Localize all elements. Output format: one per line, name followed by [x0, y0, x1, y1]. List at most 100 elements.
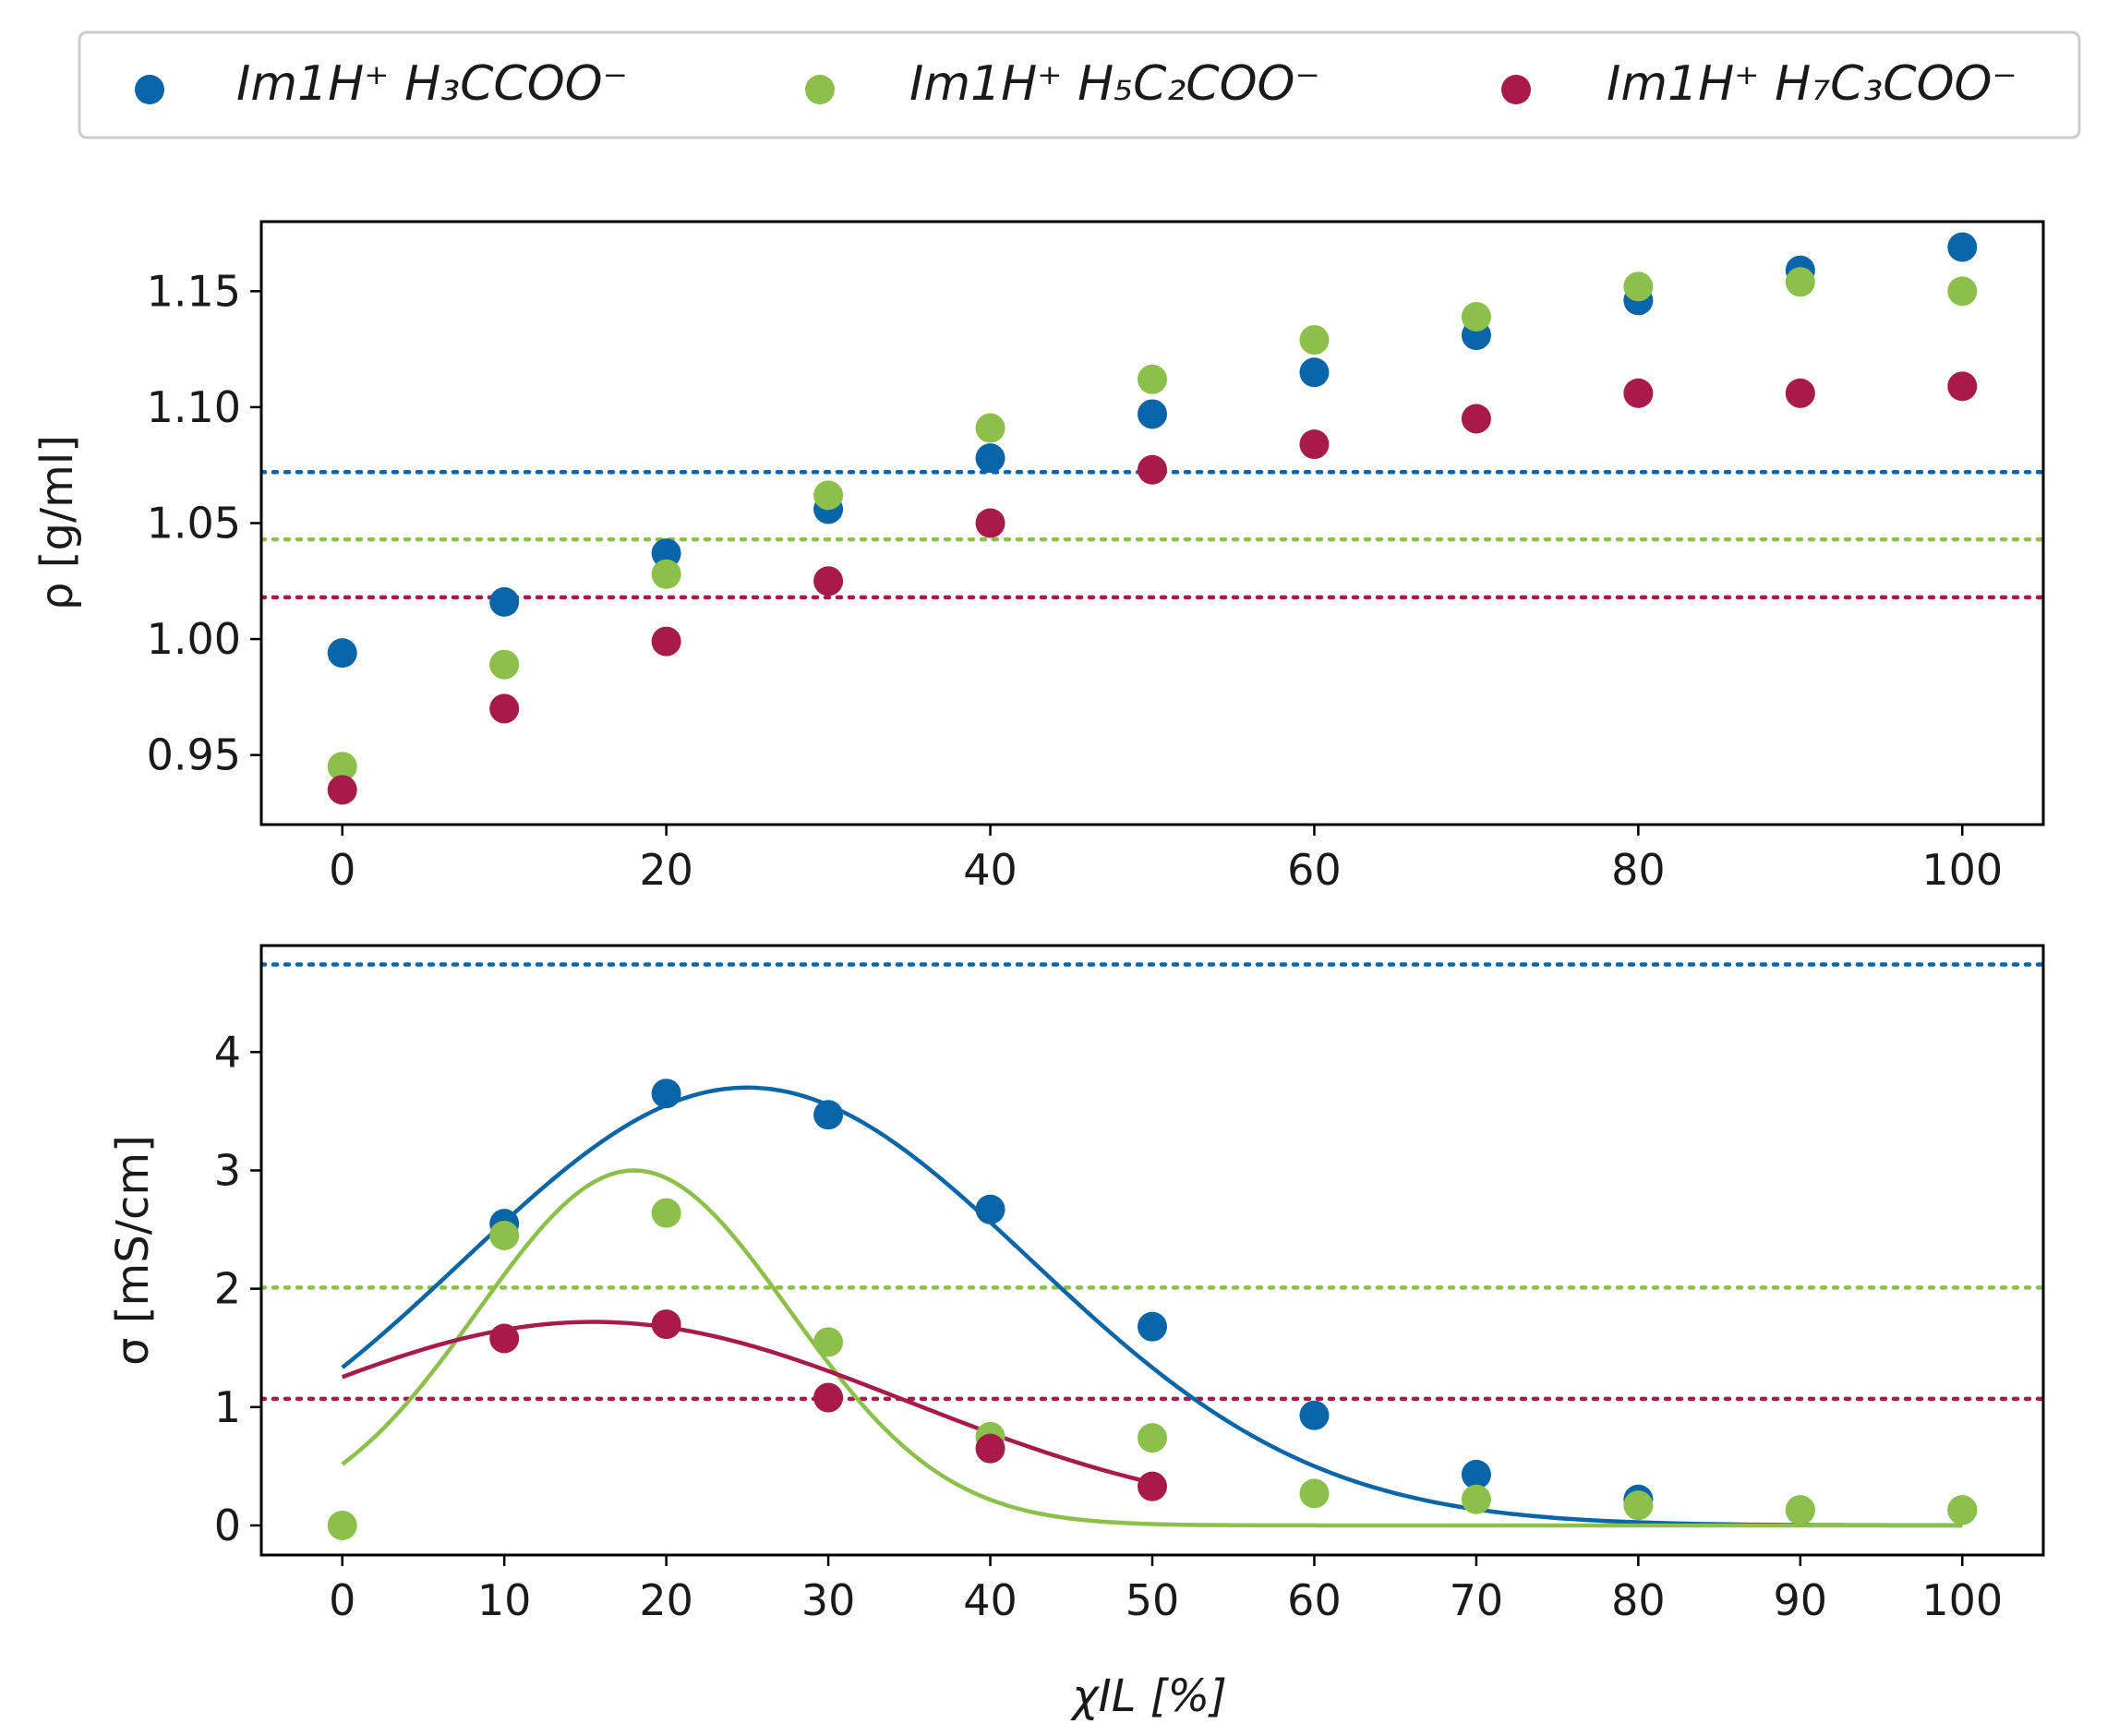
- density-points: [327, 232, 1978, 805]
- conductivity-x-tick-label-7: 70: [1450, 1575, 1504, 1625]
- conductivity-fit-curve-2: [341, 1320, 1153, 1486]
- density-point-s2-x70: [1461, 404, 1491, 434]
- conductivity-points: [327, 1079, 1978, 1540]
- conductivity-point-s1-x80: [1623, 1490, 1654, 1521]
- density-point-s0-x20: [651, 538, 681, 569]
- conductivity-point-s2-x20: [651, 1309, 681, 1340]
- density-panel: 0 20 40 60 80 100 0.95 1.00 1.05 1.10 1.15 ρ [g/ml…: [31, 220, 2045, 895]
- density-y-tick-label-0: 0.95: [147, 730, 241, 780]
- density-x-tick-label-0: 0: [329, 845, 355, 895]
- density-point-s1-x10: [489, 649, 520, 680]
- conductivity-axes-frame: [259, 944, 2045, 1557]
- conductivity-x-tick-label-3: 30: [801, 1575, 856, 1625]
- conductivity-x-tick-label-1: 10: [477, 1575, 532, 1625]
- legend-marker-0: [135, 75, 164, 104]
- conductivity-point-s0-x50: [1138, 1311, 1167, 1342]
- conductivity-y-axis-label: σ [mS/cm]: [107, 1135, 159, 1366]
- conductivity-y-tick-label-2: 2: [214, 1264, 241, 1314]
- density-point-s1-x80: [1623, 271, 1654, 302]
- conductivity-point-s1-x50: [1138, 1423, 1167, 1453]
- density-axes-frame: [259, 220, 2045, 826]
- density-point-s2-x50: [1138, 454, 1167, 485]
- conductivity-panel: 0 10 20 30 40 50 60 70 80 90 100 0 1 2 3 4 σ [mS/cm] χI…: [107, 944, 2045, 1722]
- density-x-tick-label-3: 60: [1287, 845, 1342, 895]
- conductivity-x-tick-label-10: 100: [1921, 1575, 2003, 1625]
- legend-label-2: Im1H⁺ H₇C₃COO⁻: [1607, 56, 2017, 112]
- density-point-s0-x60: [1299, 357, 1330, 388]
- conductivity-point-s1-x30: [813, 1327, 844, 1357]
- conductivity-point-s0-x70: [1461, 1459, 1491, 1489]
- density-point-s2-x0: [327, 775, 357, 805]
- density-point-s1-x0: [327, 752, 357, 782]
- density-reference-lines: [261, 469, 2043, 600]
- density-point-s1-x20: [651, 559, 681, 589]
- conductivity-x-tick-label-0: 0: [329, 1575, 355, 1625]
- density-point-s2-x30: [813, 566, 844, 597]
- density-y-tick-label-1: 1.00: [147, 614, 241, 664]
- density-y-axis-label: ρ [g/ml]: [31, 435, 83, 610]
- conductivity-y-tick-label-3: 3: [214, 1145, 241, 1195]
- density-point-s1-x60: [1299, 325, 1330, 356]
- conductivity-x-axis-label: χIL [%]: [1069, 1670, 1227, 1722]
- density-point-s2-x60: [1299, 429, 1330, 460]
- density-point-s0-x40: [975, 443, 1005, 474]
- conductivity-x-tick-label-4: 40: [963, 1575, 1017, 1625]
- conductivity-point-s1-x20: [651, 1198, 681, 1228]
- conductivity-x-tick-label-5: 50: [1126, 1575, 1180, 1625]
- conductivity-reference-lines: [261, 962, 2043, 1402]
- density-y-tick-label-2: 1.05: [147, 499, 241, 549]
- conductivity-point-s1-x100: [1947, 1495, 1978, 1525]
- density-x-tick-label-2: 40: [963, 845, 1017, 895]
- conductivity-fit-curve-0: [341, 1085, 1963, 1528]
- conductivity-x-tick-label-8: 80: [1611, 1575, 1666, 1625]
- conductivity-fit-curves: [341, 1085, 1963, 1528]
- legend-marker-2: [1501, 75, 1531, 104]
- density-point-s0-x100: [1947, 232, 1978, 262]
- density-point-s2-x80: [1623, 378, 1654, 408]
- conductivity-point-s2-x40: [975, 1433, 1005, 1464]
- legend-frame: [78, 30, 2081, 139]
- conductivity-point-s1-x10: [489, 1220, 520, 1250]
- legend-label-0: Im1H⁺ H₃CCOO⁻: [236, 56, 628, 112]
- conductivity-y-tick-label-0: 0: [214, 1501, 241, 1550]
- legend-marker-1: [805, 75, 835, 104]
- density-point-s2-x10: [489, 693, 520, 724]
- density-point-s0-x50: [1138, 399, 1167, 429]
- density-point-s2-x90: [1785, 378, 1815, 408]
- conductivity-point-s2-x30: [813, 1382, 844, 1413]
- density-point-s1-x90: [1785, 267, 1815, 297]
- density-point-s1-x30: [813, 480, 844, 511]
- conductivity-y-tick-label-1: 1: [214, 1382, 241, 1432]
- density-point-s0-x10: [489, 586, 520, 617]
- conductivity-x-tick-label-6: 60: [1287, 1575, 1342, 1625]
- conductivity-y-tick-label-4: 4: [214, 1027, 241, 1077]
- legend-label-1: Im1H⁺ H₅C₂COO⁻: [909, 56, 1320, 112]
- conductivity-point-s0-x20: [651, 1079, 681, 1109]
- conductivity-fit-curve-1: [341, 1168, 1963, 1528]
- density-point-s2-x100: [1947, 371, 1978, 402]
- conductivity-point-s0-x30: [813, 1100, 844, 1130]
- conductivity-point-s1-x0: [327, 1510, 357, 1540]
- conductivity-ticks: 0 10 20 30 40 50 60 70 80 90 100 0 1 2 3 4: [214, 1027, 2003, 1625]
- density-point-s2-x20: [651, 626, 681, 657]
- density-point-s2-x40: [975, 508, 1005, 538]
- conductivity-point-s0-x40: [975, 1194, 1005, 1224]
- conductivity-point-s1-x90: [1785, 1495, 1815, 1525]
- conductivity-point-s0-x60: [1299, 1400, 1330, 1430]
- conductivity-point-s2-x10: [489, 1323, 520, 1354]
- density-point-s1-x50: [1138, 364, 1167, 394]
- conductivity-x-tick-label-9: 90: [1774, 1575, 1828, 1625]
- density-point-s0-x0: [327, 638, 357, 669]
- conductivity-point-s1-x70: [1461, 1484, 1491, 1514]
- conductivity-x-tick-label-2: 20: [639, 1575, 693, 1625]
- density-y-tick-label-3: 1.10: [147, 382, 241, 432]
- conductivity-point-s1-x60: [1299, 1478, 1330, 1509]
- density-x-tick-label-5: 100: [1921, 845, 2003, 895]
- legend: Im1H⁺ H₃CCOO⁻ Im1H⁺ H₅C₂COO⁻ Im1H⁺ H₇C₃C…: [78, 30, 2081, 139]
- conductivity-point-s2-x50: [1138, 1471, 1167, 1501]
- density-x-tick-label-1: 20: [639, 845, 693, 895]
- density-point-s1-x100: [1947, 276, 1978, 307]
- density-y-tick-label-4: 1.15: [147, 266, 241, 316]
- density-ticks: 0 20 40 60 80 100 0.95 1.00 1.05 1.10 1.15: [147, 266, 2004, 895]
